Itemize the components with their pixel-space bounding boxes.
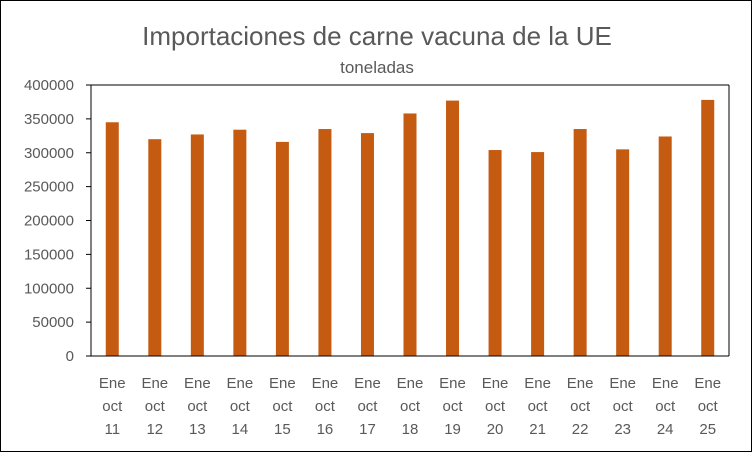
y-tick-label: 50000	[32, 314, 74, 331]
x-tick-label: oct	[613, 398, 634, 415]
x-tick-label: oct	[528, 398, 549, 415]
x-tick-label: 21	[529, 421, 546, 438]
x-tick-label: oct	[485, 398, 506, 415]
x-tick-label: oct	[357, 398, 378, 415]
x-tick-label: 17	[359, 421, 376, 438]
bar	[701, 99, 715, 356]
x-tick-label: 23	[614, 421, 631, 438]
x-tick-label: oct	[400, 398, 421, 415]
bar	[318, 129, 332, 356]
x-tick-label: oct	[187, 398, 208, 415]
y-tick-label: 400000	[24, 77, 74, 94]
x-tick-label: oct	[570, 398, 591, 415]
y-tick-label: 150000	[24, 246, 74, 263]
y-tick-label: 100000	[24, 280, 74, 297]
x-tick-label: Ene	[609, 375, 636, 392]
x-tick-label: Ene	[141, 375, 168, 392]
x-tick-label: 12	[146, 421, 163, 438]
bar	[233, 129, 247, 356]
x-tick-label: oct	[315, 398, 336, 415]
y-tick-label: 0	[66, 348, 74, 365]
x-tick-label: oct	[145, 398, 166, 415]
chart-subtitle: toneladas	[340, 58, 414, 77]
bar	[360, 133, 374, 356]
x-tick-label: 20	[487, 421, 504, 438]
bar	[658, 136, 672, 356]
x-tick-label: Ene	[567, 375, 594, 392]
x-tick-label: Ene	[694, 375, 721, 392]
x-tick-label: 14	[232, 421, 249, 438]
bar	[573, 129, 587, 356]
x-tick-label: oct	[230, 398, 251, 415]
x-tick-label: 13	[189, 421, 206, 438]
x-tick-label: oct	[698, 398, 719, 415]
x-tick-label: Ene	[482, 375, 509, 392]
x-tick-label: Ene	[312, 375, 339, 392]
y-tick-label: 250000	[24, 179, 74, 196]
axes	[86, 84, 730, 357]
x-tick-label: Ene	[354, 375, 381, 392]
x-tick-label: 25	[699, 421, 716, 438]
bar	[105, 122, 119, 356]
bar	[403, 113, 417, 356]
x-tick-label: Ene	[184, 375, 211, 392]
x-tick-label: 18	[402, 421, 419, 438]
bar	[446, 100, 460, 357]
x-tick-label: 11	[104, 421, 120, 438]
x-tick-label: 15	[274, 421, 291, 438]
bar	[531, 152, 545, 356]
bars	[105, 99, 715, 357]
bar	[190, 134, 204, 356]
y-tick-label: 350000	[24, 111, 74, 128]
x-tick-label: Ene	[652, 375, 679, 392]
x-tick-label: Ene	[269, 375, 296, 392]
x-axis-tick-labels: Ene oct 11 Ene oct 12 Ene oct 13 Ene oct 14 Ene oct 15…	[99, 375, 721, 438]
y-axis-tick-labels: 0 50000 100000 150000 200000 250000 300000 3500…	[24, 77, 74, 365]
y-tick-label: 200000	[24, 213, 74, 230]
bar	[148, 139, 162, 356]
chart-title: Importaciones de carne vacuna de la UE	[142, 21, 612, 51]
x-tick-label: Ene	[524, 375, 551, 392]
bar	[616, 149, 630, 356]
x-tick-label: Ene	[99, 375, 126, 392]
x-tick-label: 16	[317, 421, 334, 438]
x-tick-label: oct	[272, 398, 293, 415]
x-tick-label: 19	[444, 421, 461, 438]
x-tick-label: oct	[102, 398, 123, 415]
x-tick-label: Ene	[439, 375, 466, 392]
y-tick-label: 300000	[24, 145, 74, 162]
bar	[488, 150, 502, 356]
x-tick-label: 24	[657, 421, 674, 438]
x-tick-label: Ene	[227, 375, 254, 392]
x-tick-label: 22	[572, 421, 589, 438]
x-tick-label: Ene	[397, 375, 424, 392]
x-tick-label: oct	[443, 398, 464, 415]
bar	[275, 141, 289, 356]
x-tick-label: oct	[655, 398, 676, 415]
